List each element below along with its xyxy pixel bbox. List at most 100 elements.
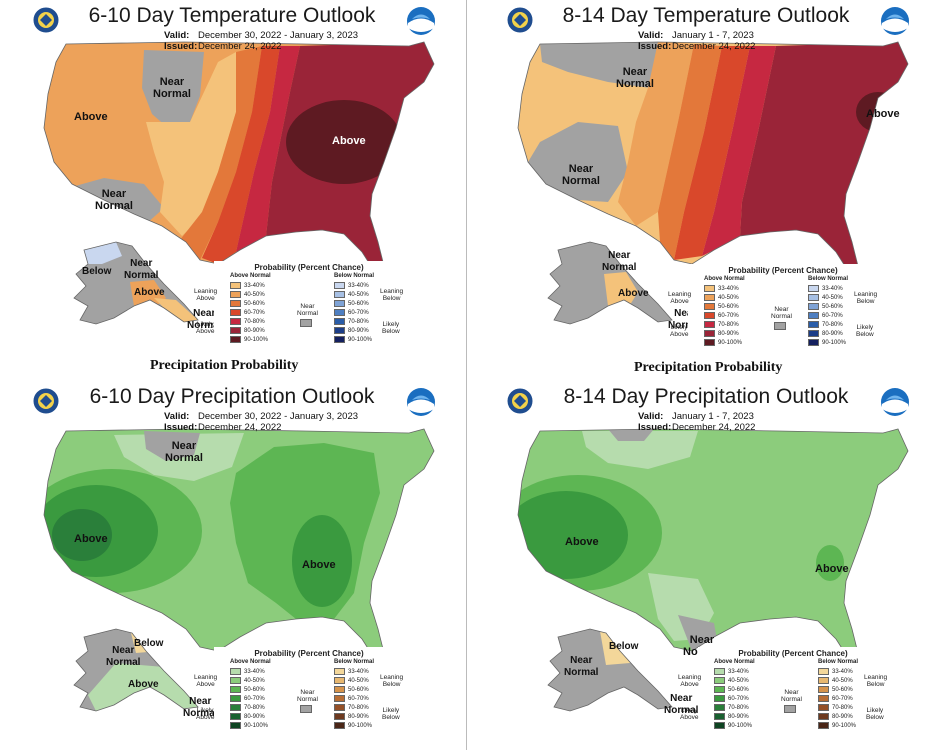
legend-row: 60-70% (714, 694, 752, 703)
legend-swatch (818, 668, 829, 675)
legend-range-label: 70-80% (832, 704, 853, 711)
doc-seal-logo (506, 6, 534, 39)
legend-range-label: 80-90% (348, 713, 369, 720)
legend-row: 40-50% (334, 290, 372, 299)
label-above-west: Above (74, 533, 108, 545)
issued-date: December 24, 2022 (198, 422, 282, 433)
legend-swatch (714, 668, 725, 675)
label-alaska-above: Above (618, 288, 649, 299)
legend-row: 70-80% (334, 703, 372, 712)
legend-row: 80-90% (818, 712, 856, 721)
label-alaska-below: Below (82, 266, 112, 277)
issued-label: Issued: (638, 41, 672, 52)
label-alaska-near-normal: Near Normal (602, 250, 637, 273)
label-alaska-near-normal: Near Normal (106, 645, 141, 668)
panel-6-10-precipitation: 6-10 Day Precipitation Outlook Valid: Dec… (4, 383, 460, 747)
legend-row: 70-80% (230, 703, 268, 712)
section-heading-right: Precipitation Probability (634, 360, 783, 375)
legend-near-normal-swatch (300, 705, 312, 713)
legend-row: 80-90% (808, 329, 846, 338)
legend-row: 40-50% (808, 293, 846, 302)
noaa-logo (406, 6, 436, 41)
noaa-logo (880, 6, 910, 41)
label-above-west: Above (565, 536, 599, 548)
legend-range-label: 33-40% (832, 668, 853, 675)
legend-swatch (334, 300, 345, 307)
legend-swatch (230, 300, 241, 307)
legend-row: 90-100% (334, 335, 372, 344)
valid-label: Valid: (638, 30, 664, 41)
vertical-divider (466, 0, 467, 750)
legend-range-label: 50-60% (244, 686, 265, 693)
legend-range-label: 60-70% (348, 695, 369, 702)
legend-row: 60-70% (230, 308, 268, 317)
legend-range-label: 33-40% (348, 282, 369, 289)
legend-swatch (334, 668, 345, 675)
legend-range-label: 90-100% (244, 336, 269, 343)
legend-swatch (334, 318, 345, 325)
legend-swatch (808, 321, 819, 328)
legend-row: 33-40% (818, 667, 856, 676)
panel-title: 6-10 Day Temperature Outlook (88, 4, 376, 27)
legend-range-label: 60-70% (822, 312, 843, 319)
legend-row: 70-80% (714, 703, 752, 712)
legend-range-label: 80-90% (832, 713, 853, 720)
legend-swatch (230, 291, 241, 298)
issued-label: Issued: (638, 422, 672, 433)
legend-swatch (230, 336, 241, 343)
legend-row: 70-80% (230, 317, 268, 326)
precipitation-map-8-14 (517, 428, 909, 712)
legend-row: 90-100% (230, 335, 268, 344)
legend-swatch (818, 695, 829, 702)
issued-date: December 24, 2022 (672, 41, 756, 52)
legend-swatch (230, 309, 241, 316)
legend-row: 70-80% (808, 320, 846, 329)
legend-swatch (818, 686, 829, 693)
precipitation-legend: Probability (Percent Chance) Above Norma… (678, 647, 888, 742)
legend-row: 50-60% (230, 299, 268, 308)
legend-range-label: 40-50% (832, 677, 853, 684)
temperature-map-6-10 (43, 41, 435, 325)
legend-below-swatches: 33-40% 40-50% 50-60% 60-70% 70-80% 80-90% 90-1… (818, 667, 856, 730)
legend-row: 50-60% (818, 685, 856, 694)
legend-range-label: 33-40% (244, 668, 265, 675)
legend-range-label: 40-50% (728, 677, 749, 684)
legend-swatch (334, 677, 345, 684)
noaa-logo (406, 387, 436, 422)
legend-row: 33-40% (714, 667, 752, 676)
doc-seal-logo (32, 387, 60, 420)
temperature-legend: Probability (Percent Chance) Above Norma… (668, 264, 878, 354)
legend-row: 80-90% (334, 326, 372, 335)
label-alaska-below: Below (134, 638, 164, 649)
issued-date: December 24, 2022 (198, 41, 282, 52)
label-alaska-near-normal: Near Normal (564, 655, 599, 678)
legend-row: 80-90% (230, 712, 268, 721)
legend-swatch (704, 339, 715, 346)
legend-range-label: 40-50% (348, 291, 369, 298)
legend-row: 40-50% (230, 290, 268, 299)
legend-range-label: 60-70% (244, 695, 265, 702)
legend-above-swatches: 33-40% 40-50% 50-60% 60-70% 70-80% 80-90% 90-1… (714, 667, 752, 730)
legend-swatch (818, 722, 829, 729)
legend-range-label: 50-60% (728, 686, 749, 693)
panel-6-10-temperature: 6-10 Day Temperature Outlook Valid: Decem… (4, 2, 460, 354)
label-alaska-above: Above (128, 679, 159, 690)
legend-swatch (808, 312, 819, 319)
legend-row: 90-100% (714, 721, 752, 730)
legend-swatch (334, 336, 345, 343)
legend-range-label: 60-70% (832, 695, 853, 702)
valid-dates: December 30, 2022 - January 3, 2023 (198, 30, 359, 41)
legend-near-normal-swatch (784, 705, 796, 713)
legend-range-label: 70-80% (348, 704, 369, 711)
legend-range-label: 80-90% (244, 327, 265, 334)
legend-row: 60-70% (334, 694, 372, 703)
legend-range-label: 70-80% (728, 704, 749, 711)
legend-range-label: 70-80% (348, 318, 369, 325)
legend-range-label: 90-100% (718, 339, 743, 346)
legend-swatch (714, 686, 725, 693)
label-alaska-above: Above (134, 287, 165, 298)
legend-swatch (714, 677, 725, 684)
legend-range-label: 80-90% (244, 713, 265, 720)
legend-range-label: 40-50% (718, 294, 739, 301)
legend-swatch (334, 722, 345, 729)
